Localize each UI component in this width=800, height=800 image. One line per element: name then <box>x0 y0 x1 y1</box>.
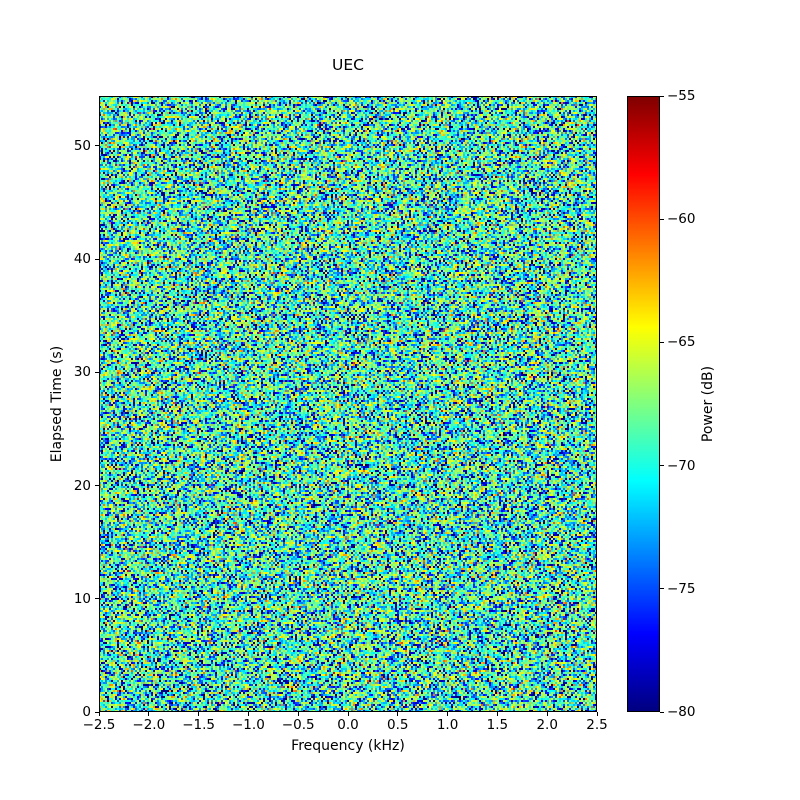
x-tick-label: 0.0 <box>337 717 359 733</box>
x-tick-mark <box>198 712 200 716</box>
colorbar-tick-label: −70 <box>667 457 696 474</box>
y-tick-label: 40 <box>73 251 91 268</box>
x-tick-label: 1.0 <box>436 717 459 733</box>
colorbar-tick-mark <box>660 588 664 590</box>
x-tick-label: −2.5 <box>82 717 116 733</box>
x-tick-mark <box>347 712 349 716</box>
y-tick-mark <box>95 485 99 487</box>
plot-title: UEC <box>332 56 364 75</box>
colorbar-tick-mark <box>660 465 664 467</box>
x-tick-mark <box>546 712 548 716</box>
y-tick-mark <box>95 598 99 600</box>
x-tick-label: −1.5 <box>182 717 215 733</box>
colorbar-tick-mark <box>660 341 664 343</box>
x-tick-mark <box>247 712 249 716</box>
x-tick-mark <box>447 712 449 716</box>
x-tick-mark <box>596 712 598 716</box>
x-tick-label: 1.5 <box>486 717 509 733</box>
colorbar-gradient <box>627 96 660 712</box>
colorbar-tick-mark <box>660 95 664 97</box>
y-tick-label: 50 <box>73 137 91 154</box>
colorbar-tick-label: −60 <box>667 211 696 228</box>
y-tick-label: 30 <box>73 364 91 381</box>
colorbar-tick-label: −75 <box>667 580 696 597</box>
colorbar-tick-mark <box>660 711 664 713</box>
y-tick-mark <box>95 371 99 373</box>
y-tick-mark <box>95 711 99 713</box>
x-tick-mark <box>148 712 150 716</box>
x-tick-mark <box>297 712 299 716</box>
y-tick-label: 0 <box>82 704 91 720</box>
colorbar-tick-label: −65 <box>667 334 696 351</box>
y-tick-mark <box>95 145 99 147</box>
colorbar-tick-label: −80 <box>667 704 696 720</box>
y-tick-label: 10 <box>73 590 91 607</box>
x-tick-label: −2.0 <box>132 717 166 733</box>
spectrogram-heatmap <box>99 96 597 712</box>
y-tick-label: 20 <box>73 477 91 494</box>
x-tick-label: −0.5 <box>281 717 315 733</box>
x-tick-label: 2.0 <box>536 717 558 733</box>
colorbar-tick-mark <box>660 218 664 220</box>
y-tick-mark <box>95 258 99 260</box>
colorbar-tick-label: −55 <box>667 88 696 104</box>
x-tick-label: −1.0 <box>232 717 265 733</box>
x-axis-label: Frequency (kHz) <box>291 738 405 754</box>
x-tick-mark <box>98 712 100 716</box>
x-tick-mark <box>496 712 498 716</box>
x-tick-mark <box>397 712 399 716</box>
colorbar-label: Power (dB) <box>700 365 716 443</box>
x-tick-label: 2.5 <box>586 717 608 733</box>
x-tick-label: 0.5 <box>387 717 409 733</box>
